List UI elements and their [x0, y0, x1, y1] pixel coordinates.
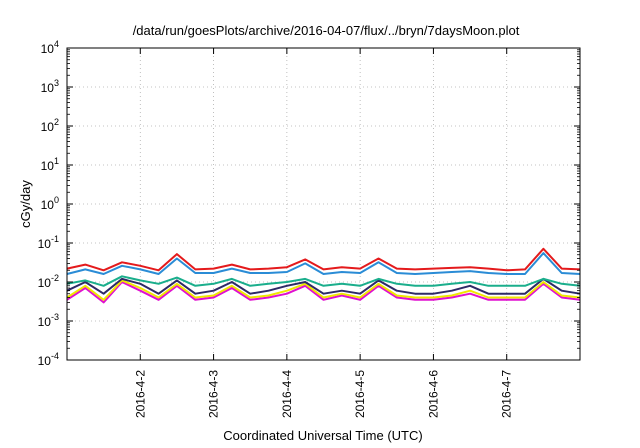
y-tick-label: 101 — [41, 156, 59, 173]
chart-title: /data/run/goesPlots/archive/2016-04-07/f… — [133, 23, 520, 38]
x-axis-label: Coordinated Universal Time (UTC) — [223, 428, 422, 443]
y-tick-label: 10-1 — [38, 234, 59, 251]
x-tick-label: 2016-4-2 — [133, 370, 147, 418]
grid — [67, 48, 580, 360]
y-tick-label: 104 — [41, 39, 59, 56]
series-line-1 — [66, 252, 581, 275]
y-tick-label: 100 — [41, 195, 59, 212]
series-line-2 — [66, 275, 581, 287]
x-tick-label: 2016-4-6 — [426, 370, 440, 418]
x-axis-ticks: 2016-4-2 2016-4-3 2016-4-4 2016-4-5 2016-4-6… — [133, 48, 514, 418]
series-line-3 — [66, 277, 581, 295]
y-tick-label: 102 — [41, 117, 59, 134]
series-line-4 — [66, 279, 581, 301]
x-tick-label: 2016-4-4 — [280, 370, 294, 418]
series-line-5 — [66, 281, 581, 304]
y-tick-label: 10-3 — [38, 312, 59, 329]
y-tick-label: 10-2 — [38, 273, 59, 290]
y-axis-label: cGy/day — [18, 180, 33, 228]
y-tick-label: 10-4 — [38, 351, 59, 368]
x-tick-label: 2016-4-7 — [500, 370, 514, 418]
y-axis-ticks: 10-4 10-3 10-2 10-1 100 101 102 103 104 — [38, 39, 580, 368]
x-tick-label: 2016-4-3 — [207, 370, 221, 418]
x-tick-label: 2016-4-5 — [353, 370, 367, 418]
y-tick-label: 103 — [41, 78, 59, 95]
series-layer — [66, 247, 581, 304]
series-line-0 — [66, 247, 581, 272]
